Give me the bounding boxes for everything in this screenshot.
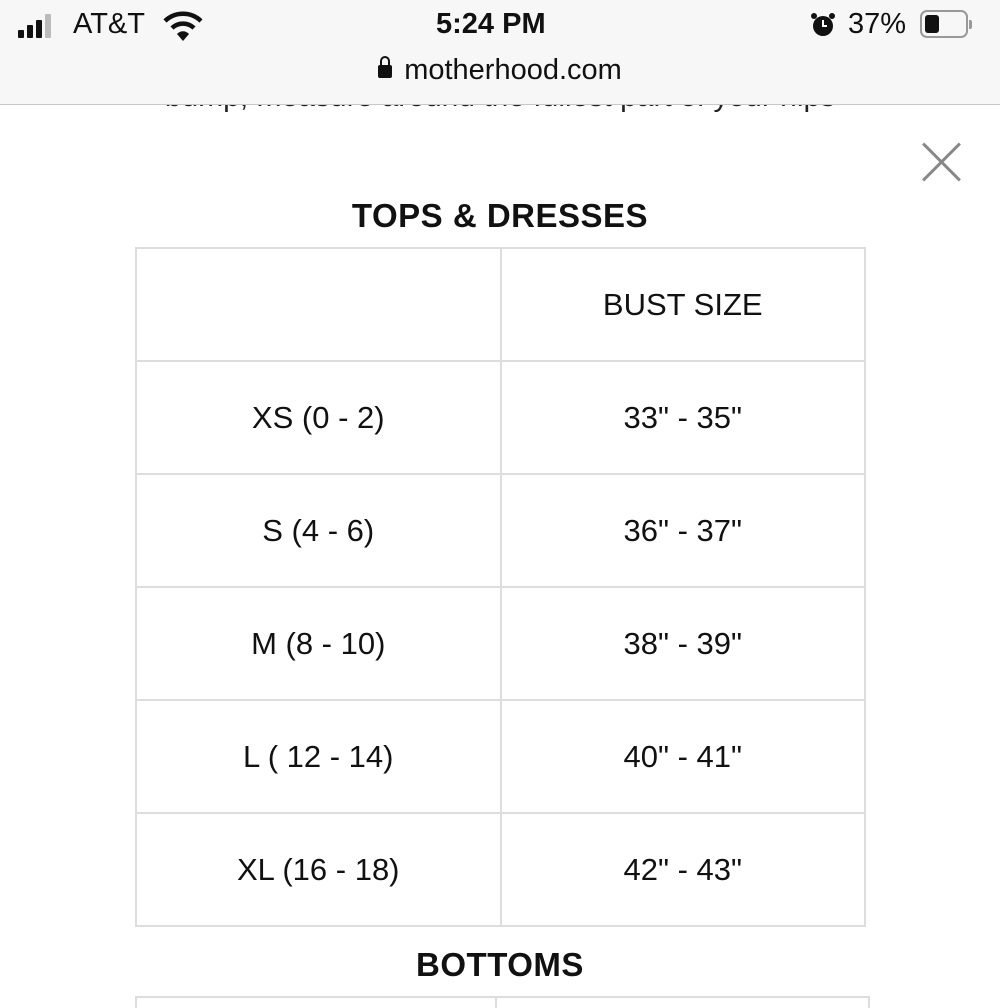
size-cell: M (8 - 10): [135, 586, 502, 701]
bust-cell: 40" - 41": [499, 699, 866, 814]
wifi-icon: [163, 11, 203, 41]
tops-title: TOPS & DRESSES: [351, 197, 649, 234]
lock-icon: [378, 56, 393, 78]
alarm-icon: [811, 13, 835, 36]
table-row: M (8 - 10) 38" - 39": [135, 586, 866, 701]
header-cell: BUST SIZE: [499, 247, 866, 362]
close-icon[interactable]: [920, 140, 964, 184]
table-row: XL (16 - 18) 42" - 43": [135, 812, 866, 927]
bottoms-title: BOTTOMS: [416, 946, 584, 983]
header-cell: [135, 247, 502, 362]
size-cell: XS (0 - 2): [135, 360, 502, 475]
size-cell: S (4 - 6): [135, 473, 502, 588]
bust-cell: 36" - 37": [499, 473, 866, 588]
table-header-row: BUST SIZE: [135, 247, 866, 362]
carrier: AT&T: [73, 8, 145, 40]
size-cell: XL (16 - 18): [135, 812, 502, 927]
clock: 5:24 PM: [436, 8, 546, 40]
size-cell: L ( 12 - 14): [135, 699, 502, 814]
address-bar[interactable]: motherhood.com: [0, 54, 1000, 87]
bust-cell: 38" - 39": [499, 586, 866, 701]
size-table: BUST SIZE XS (0 - 2) 33" - 35" S (4 - 6) 3…: [135, 247, 866, 927]
bust-cell: 33" - 35": [499, 360, 866, 475]
table-row: XS (0 - 2) 33" - 35": [135, 360, 866, 475]
battery-percent: 37%: [848, 8, 907, 40]
signal-icon: [18, 14, 51, 38]
status-bar: AT&T 5:24 PM 37% motherhood.com: [0, 0, 1000, 105]
table-row: S (4 - 6) 36" - 37": [135, 473, 866, 588]
bust-cell: 42" - 43": [499, 812, 866, 927]
bottoms-table: [135, 996, 870, 1008]
url-text: motherhood.com: [404, 54, 622, 86]
table-row: L ( 12 - 14) 40" - 41": [135, 699, 866, 814]
battery-icon: [920, 10, 972, 38]
